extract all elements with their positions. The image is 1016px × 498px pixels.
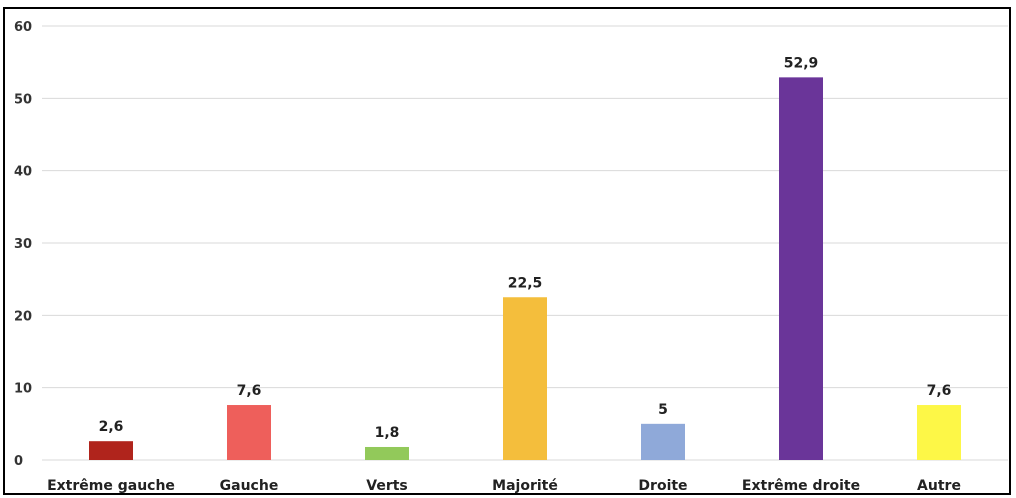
y-tick-label: 0 <box>14 454 23 469</box>
category-label: Autre <box>917 478 961 494</box>
y-tick-label: 60 <box>14 20 32 35</box>
category-label: Verts <box>366 478 408 494</box>
gridlines <box>42 25 1008 461</box>
y-axis-ticks: 0 10 20 30 40 50 60 <box>14 20 32 469</box>
category-label: Extrême droite <box>742 478 860 494</box>
data-label: 1,8 <box>375 425 400 441</box>
category-label: Gauche <box>220 478 279 494</box>
data-label: 52,9 <box>784 55 819 71</box>
data-labels: 2,6 7,6 1,8 22,5 5 52,9 7,6 <box>99 55 952 441</box>
bar <box>917 405 961 460</box>
data-label: 5 <box>658 402 668 418</box>
bar <box>779 77 823 461</box>
category-label: Majorité <box>492 478 558 494</box>
chart-border <box>3 7 1011 495</box>
y-tick-label: 20 <box>14 309 32 324</box>
x-axis-labels: Extrême gauche Gauche Verts Majorité Droite E… <box>47 478 961 494</box>
data-label: 22,5 <box>508 275 543 291</box>
y-tick-label: 10 <box>14 382 32 397</box>
data-label: 7,6 <box>927 383 952 399</box>
data-label: 2,6 <box>99 419 124 435</box>
bar <box>227 405 271 460</box>
data-label: 7,6 <box>237 383 262 399</box>
bars <box>89 77 961 461</box>
bar <box>89 441 133 460</box>
category-label: Droite <box>638 478 687 494</box>
y-tick-label: 40 <box>14 165 32 180</box>
y-tick-label: 50 <box>14 92 32 107</box>
y-tick-label: 30 <box>14 237 32 252</box>
bar <box>503 297 547 460</box>
bar <box>641 423 685 460</box>
bar <box>365 446 409 460</box>
category-label: Extrême gauche <box>47 478 175 494</box>
